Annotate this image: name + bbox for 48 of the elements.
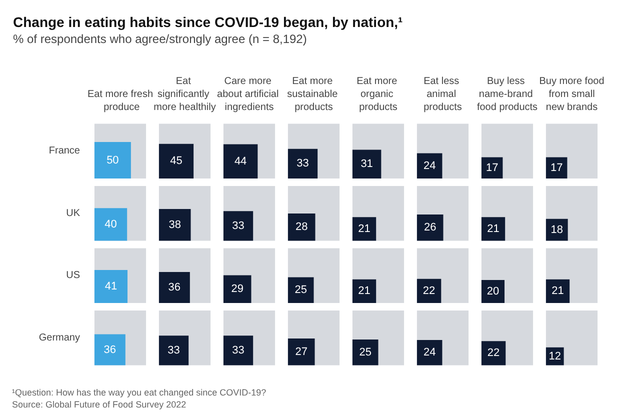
data-label: 33 xyxy=(296,158,309,170)
x-tick-label: Care more about artificial ingredients xyxy=(217,76,282,113)
text: ¹Question: How has the way you eat changed since COVID-19? xyxy=(12,388,266,398)
data-label: 33 xyxy=(232,344,244,356)
x-tick-label: Eat more sustainable products xyxy=(287,76,340,113)
data-label: 21 xyxy=(358,285,370,298)
data-label: 24 xyxy=(423,160,436,172)
data-label: 36 xyxy=(104,344,116,356)
x-tick-label: Buy more food from small new brands xyxy=(539,76,604,113)
y-tick-label: France xyxy=(48,146,80,157)
data-label: 44 xyxy=(234,155,247,168)
x-tick-label: Eat less animal products xyxy=(424,76,462,113)
data-label: 38 xyxy=(168,218,181,231)
data-label: 21 xyxy=(358,222,370,235)
data-label: 25 xyxy=(359,346,372,358)
data-label: 41 xyxy=(104,280,118,292)
data-label: 22 xyxy=(487,347,500,360)
y-tick-label: US xyxy=(66,270,80,282)
data-label: 22 xyxy=(422,284,436,297)
data-label: 26 xyxy=(424,222,436,234)
data-label: 21 xyxy=(552,285,564,298)
data-label: 18 xyxy=(550,224,564,236)
data-label: 29 xyxy=(231,283,244,296)
source-note: Source: Global Future of Food Survey 2022 xyxy=(12,400,186,410)
data-label: 50 xyxy=(106,154,119,166)
data-label: 17 xyxy=(550,162,563,174)
data-label: 33 xyxy=(168,344,180,356)
data-label: 31 xyxy=(360,158,373,170)
x-tick-label: Eat more organic products xyxy=(356,76,400,113)
data-label: 27 xyxy=(295,346,308,358)
data-label: 21 xyxy=(487,222,500,235)
data-label: 24 xyxy=(423,346,436,359)
data-label: 33 xyxy=(232,220,244,232)
chart-subtitle: % of respondents who agree/strongly agree (n = 8,192) xyxy=(13,32,307,46)
y-tick-label: Germany xyxy=(38,332,80,344)
data-label: 36 xyxy=(168,282,181,294)
data-label: 12 xyxy=(548,350,562,362)
data-label: 25 xyxy=(294,284,307,296)
x-tick-label: Buy less name-brand food products xyxy=(476,76,538,113)
chart-title: Change in eating habits since COVID-19 began, by nation,¹ xyxy=(13,14,404,30)
x-tick-label: Eat significantly more healthily xyxy=(154,76,216,113)
y-tick-label: UK xyxy=(66,208,80,219)
data-label: 17 xyxy=(486,162,498,174)
data-label: 45 xyxy=(170,155,182,168)
data-label: 28 xyxy=(295,221,308,234)
x-tick-label: Eat more fresh produce xyxy=(87,89,154,113)
data-label: 20 xyxy=(486,285,500,298)
data-label: 40 xyxy=(104,218,117,230)
